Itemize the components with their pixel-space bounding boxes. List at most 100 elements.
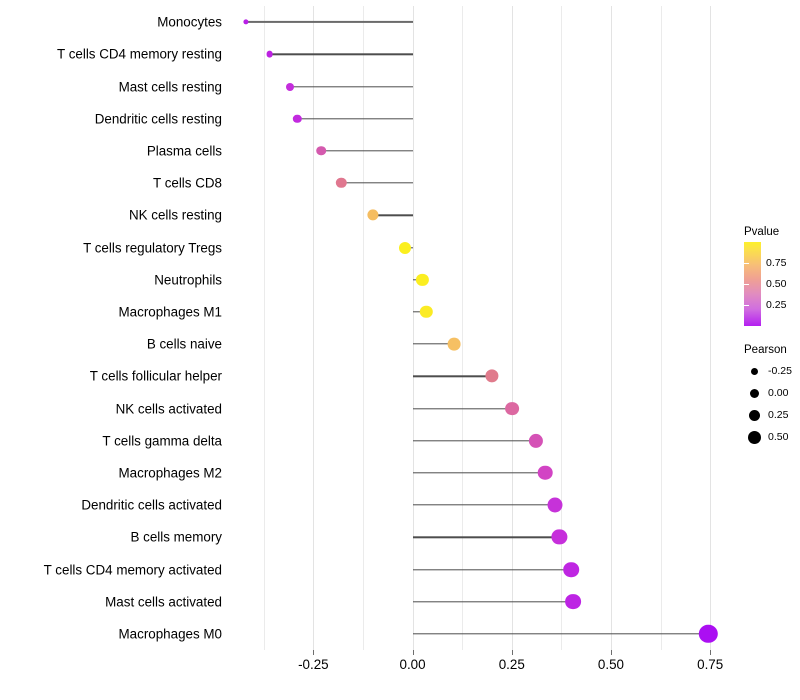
gridline-major bbox=[710, 6, 712, 650]
x-axis-tick bbox=[412, 650, 414, 655]
lollipop-stem bbox=[289, 85, 413, 88]
lollipop-stem bbox=[412, 311, 427, 313]
lollipop-dot[interactable] bbox=[485, 369, 499, 383]
pearson-legend-dot bbox=[749, 388, 759, 398]
y-axis-label: Macrophages M0 bbox=[118, 626, 222, 642]
pearson-legend-dot-cell bbox=[740, 430, 768, 444]
lollipop-stem bbox=[341, 182, 413, 184]
colorbar-tick bbox=[744, 305, 749, 306]
y-axis-label: Dendritic cells resting bbox=[94, 110, 222, 126]
lollipop-stem bbox=[412, 633, 709, 635]
colorbar-tick bbox=[744, 263, 749, 264]
lollipop-stem bbox=[412, 343, 455, 345]
lollipop-dot[interactable] bbox=[243, 19, 249, 25]
y-axis-label: T cells gamma delta bbox=[102, 432, 222, 448]
lollipop-dot[interactable] bbox=[698, 624, 718, 644]
x-axis-tick bbox=[313, 650, 315, 655]
lollipop-stem bbox=[412, 375, 492, 377]
gridline-major bbox=[313, 6, 315, 650]
pearson-legend-item: -0.25 bbox=[740, 360, 792, 382]
colorbar-tick-label: 0.50 bbox=[766, 278, 787, 290]
lollipop-dot[interactable] bbox=[285, 82, 294, 91]
gridline-minor bbox=[561, 6, 563, 650]
y-axis-label: Neutrophils bbox=[154, 271, 222, 287]
colorbar-tick-label: 0.25 bbox=[766, 299, 787, 311]
lollipop-stem bbox=[412, 568, 572, 571]
lollipop-stem bbox=[269, 53, 413, 55]
lollipop-dot[interactable] bbox=[563, 561, 580, 578]
pvalue-colorbar-wrap: 0.75 0.50 0.25 bbox=[744, 242, 800, 326]
gridline-minor bbox=[462, 6, 464, 650]
gridline-minor bbox=[660, 6, 662, 650]
y-axis-label: B cells memory bbox=[130, 529, 222, 545]
colorbar-tick bbox=[744, 284, 749, 285]
colorbar-tick-label: 0.75 bbox=[766, 257, 787, 269]
y-axis-label: NK cells resting bbox=[128, 207, 222, 223]
x-axis-tick-label: 0.00 bbox=[399, 657, 426, 672]
x-axis-tick bbox=[511, 650, 513, 655]
pearson-legend-label: 0.00 bbox=[768, 387, 789, 399]
lollipop-stem bbox=[245, 21, 413, 24]
pearson-legend-dot bbox=[750, 367, 758, 375]
lollipop-dot[interactable] bbox=[528, 433, 543, 448]
lollipop-dot[interactable] bbox=[416, 273, 429, 286]
y-axis-label: Mast cells resting bbox=[118, 78, 222, 94]
lollipop-dot[interactable] bbox=[565, 593, 582, 610]
y-axis-label: Plasma cells bbox=[146, 143, 222, 159]
lollipop-dot[interactable] bbox=[420, 305, 433, 319]
lollipop-stem bbox=[412, 504, 556, 506]
lollipop-dot[interactable] bbox=[504, 401, 519, 416]
pearson-legend-item: 0.00 bbox=[740, 382, 792, 404]
x-axis-tick-label: 0.50 bbox=[597, 657, 624, 672]
pvalue-legend-title: Pvalue bbox=[744, 226, 780, 238]
lollipop-stem bbox=[321, 150, 413, 152]
lollipop-stem bbox=[412, 472, 546, 474]
lollipop-dot[interactable] bbox=[551, 529, 567, 545]
lollipop-stem bbox=[412, 407, 512, 410]
legend-area: Pvalue 0.75 0.50 0.25 Pearson -0.25 0.00 0.2… bbox=[740, 226, 800, 466]
gridline-major bbox=[412, 6, 414, 650]
x-axis-tick bbox=[610, 650, 612, 655]
pearson-legend-item: 0.25 bbox=[740, 404, 792, 426]
lollipop-dot[interactable] bbox=[547, 497, 563, 513]
lollipop-dot[interactable] bbox=[367, 209, 379, 221]
lollipop-stem bbox=[412, 536, 560, 538]
pearson-legend-dot-cell bbox=[740, 388, 768, 398]
x-axis-labels: -0.25 0.00 0.25 0.50 0.75 bbox=[230, 657, 730, 679]
y-axis-label: Mast cells activated bbox=[105, 593, 222, 609]
lollipop-dot[interactable] bbox=[538, 465, 553, 481]
lollipop-dot[interactable] bbox=[335, 177, 347, 189]
gridline-major bbox=[610, 6, 612, 650]
lollipop-dot[interactable] bbox=[316, 146, 327, 156]
y-axis-label: Monocytes bbox=[157, 14, 222, 30]
lollipop-dot[interactable] bbox=[293, 114, 302, 123]
lollipop-stem bbox=[372, 214, 413, 216]
y-axis-label: Macrophages M2 bbox=[118, 465, 222, 481]
y-axis-label: NK cells activated bbox=[115, 400, 222, 416]
y-axis-labels: Monocytes T cells CD4 memory resting Mast … bbox=[0, 6, 222, 650]
x-axis-tick-label: -0.25 bbox=[298, 657, 329, 672]
pearson-legend-label: 0.50 bbox=[768, 431, 789, 443]
pearson-legend-dot-cell bbox=[740, 367, 768, 375]
lollipop-dot[interactable] bbox=[266, 50, 274, 58]
pearson-legend-dot bbox=[748, 409, 760, 421]
y-axis-label: B cells naive bbox=[146, 336, 222, 352]
pearson-legend-title: Pearson bbox=[744, 344, 787, 356]
lollipop-dot[interactable] bbox=[447, 337, 461, 351]
y-axis-label: T cells CD8 bbox=[153, 175, 222, 191]
lollipop-dot[interactable] bbox=[398, 241, 411, 254]
y-axis-label: T cells regulatory Tregs bbox=[83, 239, 222, 255]
pearson-legend-dot-cell bbox=[740, 409, 768, 421]
pearson-legend-rows: -0.25 0.00 0.25 0.50 bbox=[740, 360, 792, 448]
lollipop-stem bbox=[412, 439, 536, 442]
gridline-minor bbox=[263, 6, 265, 650]
y-axis-label: T cells follicular helper bbox=[89, 368, 222, 384]
y-axis-label: T cells CD4 memory resting bbox=[57, 46, 222, 62]
gridline-major bbox=[511, 6, 513, 650]
y-axis-label: Dendritic cells activated bbox=[81, 497, 222, 513]
lollipop-stem bbox=[412, 600, 574, 603]
pearson-legend-label: -0.25 bbox=[768, 365, 792, 377]
pearson-legend-label: 0.25 bbox=[768, 409, 789, 421]
pearson-legend-item: 0.50 bbox=[740, 426, 792, 448]
